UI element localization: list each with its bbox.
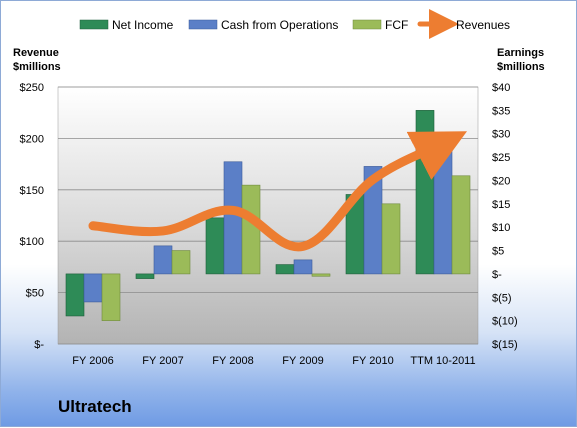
bar-fcf <box>241 184 261 275</box>
company-title: Ultratech <box>58 397 132 416</box>
plot-area <box>57 86 479 345</box>
bar-fcf <box>101 273 121 321</box>
bar-cash-from-operations <box>433 133 453 275</box>
bar-cash-from-operations <box>153 245 173 275</box>
left-axis-title-line1: Revenue <box>13 47 59 59</box>
bar-net-income <box>135 273 155 279</box>
bar-fcf <box>311 273 331 277</box>
left-tick-label: $- <box>34 339 44 351</box>
x-tick-label: FY 2009 <box>282 355 323 367</box>
legend-label-cash-from-operations: Cash from Operations <box>221 18 338 32</box>
bar-net-income <box>275 264 295 275</box>
bar-fcf <box>451 175 471 275</box>
right-tick-label: $40 <box>492 82 510 94</box>
left-tick-label: $100 <box>20 236 44 248</box>
legend-swatch-cash-from-operations <box>188 19 218 30</box>
legend-label-net-income: Net Income <box>112 18 174 32</box>
bar-cash-from-operations <box>293 259 313 275</box>
x-tick-label: FY 2007 <box>142 355 183 367</box>
bar-cash-from-operations <box>223 161 243 275</box>
left-tick-label: $50 <box>26 288 44 300</box>
x-axis-ticks: FY 2006 FY 2007 FY 2008 FY 2009 FY 2010 TTM 1… <box>72 355 475 367</box>
right-axis-ticks: $40 $35 $30 $25 $20 $15 $10 $5 $- $(5) $(10) $(15) <box>492 82 518 351</box>
x-tick-label: FY 2008 <box>212 355 253 367</box>
left-axis-title-line2: $millions <box>13 61 61 73</box>
right-tick-label: $35 <box>492 105 510 117</box>
bar-net-income <box>205 217 225 275</box>
bar-cash-from-operations <box>83 273 103 303</box>
legend-swatch-net-income <box>79 19 109 30</box>
bar-fcf <box>171 250 191 275</box>
right-tick-label: $(10) <box>492 316 518 328</box>
right-axis-title-line2: $millions <box>497 61 545 73</box>
bar-net-income <box>415 110 435 275</box>
bar-layer <box>65 110 471 321</box>
legend-label-revenues: Revenues <box>456 18 510 32</box>
right-tick-label: $20 <box>492 175 510 187</box>
bar-fcf <box>381 203 401 275</box>
right-tick-label: $25 <box>492 152 510 164</box>
x-tick-label: FY 2006 <box>72 355 113 367</box>
revenues-line <box>88 131 468 252</box>
gridlines <box>58 86 478 345</box>
right-tick-label: $(15) <box>492 339 518 351</box>
right-axis-title-line1: Earnings <box>497 47 544 59</box>
legend-label-fcf: FCF <box>385 18 408 32</box>
right-tick-label: $10 <box>492 222 510 234</box>
left-tick-label: $150 <box>20 185 44 197</box>
left-tick-label: $200 <box>20 133 44 145</box>
left-axis-ticks: $250 $200 $150 $100 $50 $- <box>20 82 45 351</box>
left-tick-label: $250 <box>20 82 44 94</box>
legend: Net Income Cash from Operations FCF Reve… <box>79 9 510 39</box>
x-tick-label: FY 2010 <box>352 355 393 367</box>
x-tick-label: TTM 10-2011 <box>410 355 475 367</box>
right-tick-label: $30 <box>492 129 510 141</box>
line-layer <box>88 131 468 252</box>
bar-net-income <box>65 273 85 317</box>
legend-swatch-fcf <box>352 19 382 30</box>
right-tick-label: $(5) <box>492 292 512 304</box>
right-tick-label: $15 <box>492 199 510 211</box>
right-tick-label: $5 <box>492 246 504 258</box>
right-tick-label: $- <box>492 269 502 281</box>
